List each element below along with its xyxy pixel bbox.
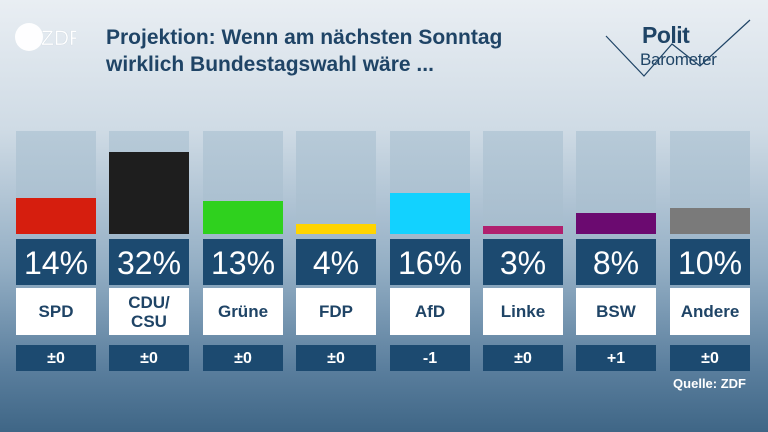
bar [390, 193, 470, 234]
bar-track [16, 131, 96, 234]
value-label: 14% [16, 239, 96, 285]
change-label: ±0 [16, 345, 96, 371]
change-label: +1 [576, 345, 656, 371]
change-label: ±0 [109, 345, 189, 371]
change-label: -1 [390, 345, 470, 371]
bar-track [203, 131, 283, 234]
brand-line-2: Barometer [640, 50, 717, 69]
bar [670, 208, 750, 234]
bar-column: 14% SPD ±0 [16, 131, 96, 371]
category-label: AfD [390, 288, 470, 335]
bar [296, 224, 376, 234]
bar [203, 201, 283, 234]
bar-track [576, 131, 656, 234]
value-label: 13% [203, 239, 283, 285]
change-label: ±0 [483, 345, 563, 371]
bar-track [483, 131, 563, 234]
category-label: Linke [483, 288, 563, 335]
zdf-logo: ZDF [14, 22, 82, 52]
category-label-line: Linke [500, 302, 546, 321]
change-label: ±0 [203, 345, 283, 371]
bar-track [296, 131, 376, 234]
category-label-line: BSW [596, 302, 636, 321]
value-label: 8% [576, 239, 656, 285]
bar-column: 4% FDP ±0 [296, 131, 376, 371]
category-label: FDP [296, 288, 376, 335]
category-label: Andere [670, 288, 750, 335]
title-line-2: wirklich Bundestagswahl wäre ... [106, 53, 434, 76]
bar-track [109, 131, 189, 234]
change-label: ±0 [670, 345, 750, 371]
change-label: ±0 [296, 345, 376, 371]
bar-track [390, 131, 470, 234]
bar [483, 226, 563, 234]
value-label: 16% [390, 239, 470, 285]
bar [109, 152, 189, 234]
category-label-line: CDU/ [128, 292, 170, 312]
value-label: 3% [483, 239, 563, 285]
category-label-line: Andere [680, 302, 740, 321]
bar-column: 10% Andere ±0 [670, 131, 750, 371]
category-label-line: CSU [131, 311, 167, 331]
bar-track [670, 131, 750, 234]
bar-column: 8% BSW +1 [576, 131, 656, 371]
bar-column: 32% CDU/CSU ±0 [109, 131, 189, 371]
brand-line-1: Polit [642, 22, 690, 48]
value-label: 4% [296, 239, 376, 285]
value-label: 10% [670, 239, 750, 285]
source-label: Quelle: ZDF [673, 376, 746, 391]
zdf-logo-text: ZDF [41, 27, 76, 50]
bar-column: 16% AfD -1 [390, 131, 470, 371]
category-label: BSW [576, 288, 656, 335]
bar [16, 198, 96, 234]
bar-column: 13% Grüne ±0 [203, 131, 283, 371]
bar [576, 213, 656, 234]
category-label-line: AfD [414, 302, 446, 321]
category-label: SPD [16, 288, 96, 335]
title-line-1: Projektion: Wenn am nächsten Sonntag [106, 26, 503, 49]
category-label-line: SPD [38, 302, 74, 321]
category-label: CDU/CSU [109, 288, 189, 335]
category-label-line: Grüne [217, 302, 269, 321]
category-label: Grüne [203, 288, 283, 335]
chart-title: Projektion: Wenn am nächsten Sonntag wir… [106, 24, 576, 78]
bar-column: 3% Linke ±0 [483, 131, 563, 371]
value-label: 32% [109, 239, 189, 285]
category-label-line: FDP [319, 302, 353, 321]
politbarometer-logo: Polit Barometer [604, 14, 754, 84]
